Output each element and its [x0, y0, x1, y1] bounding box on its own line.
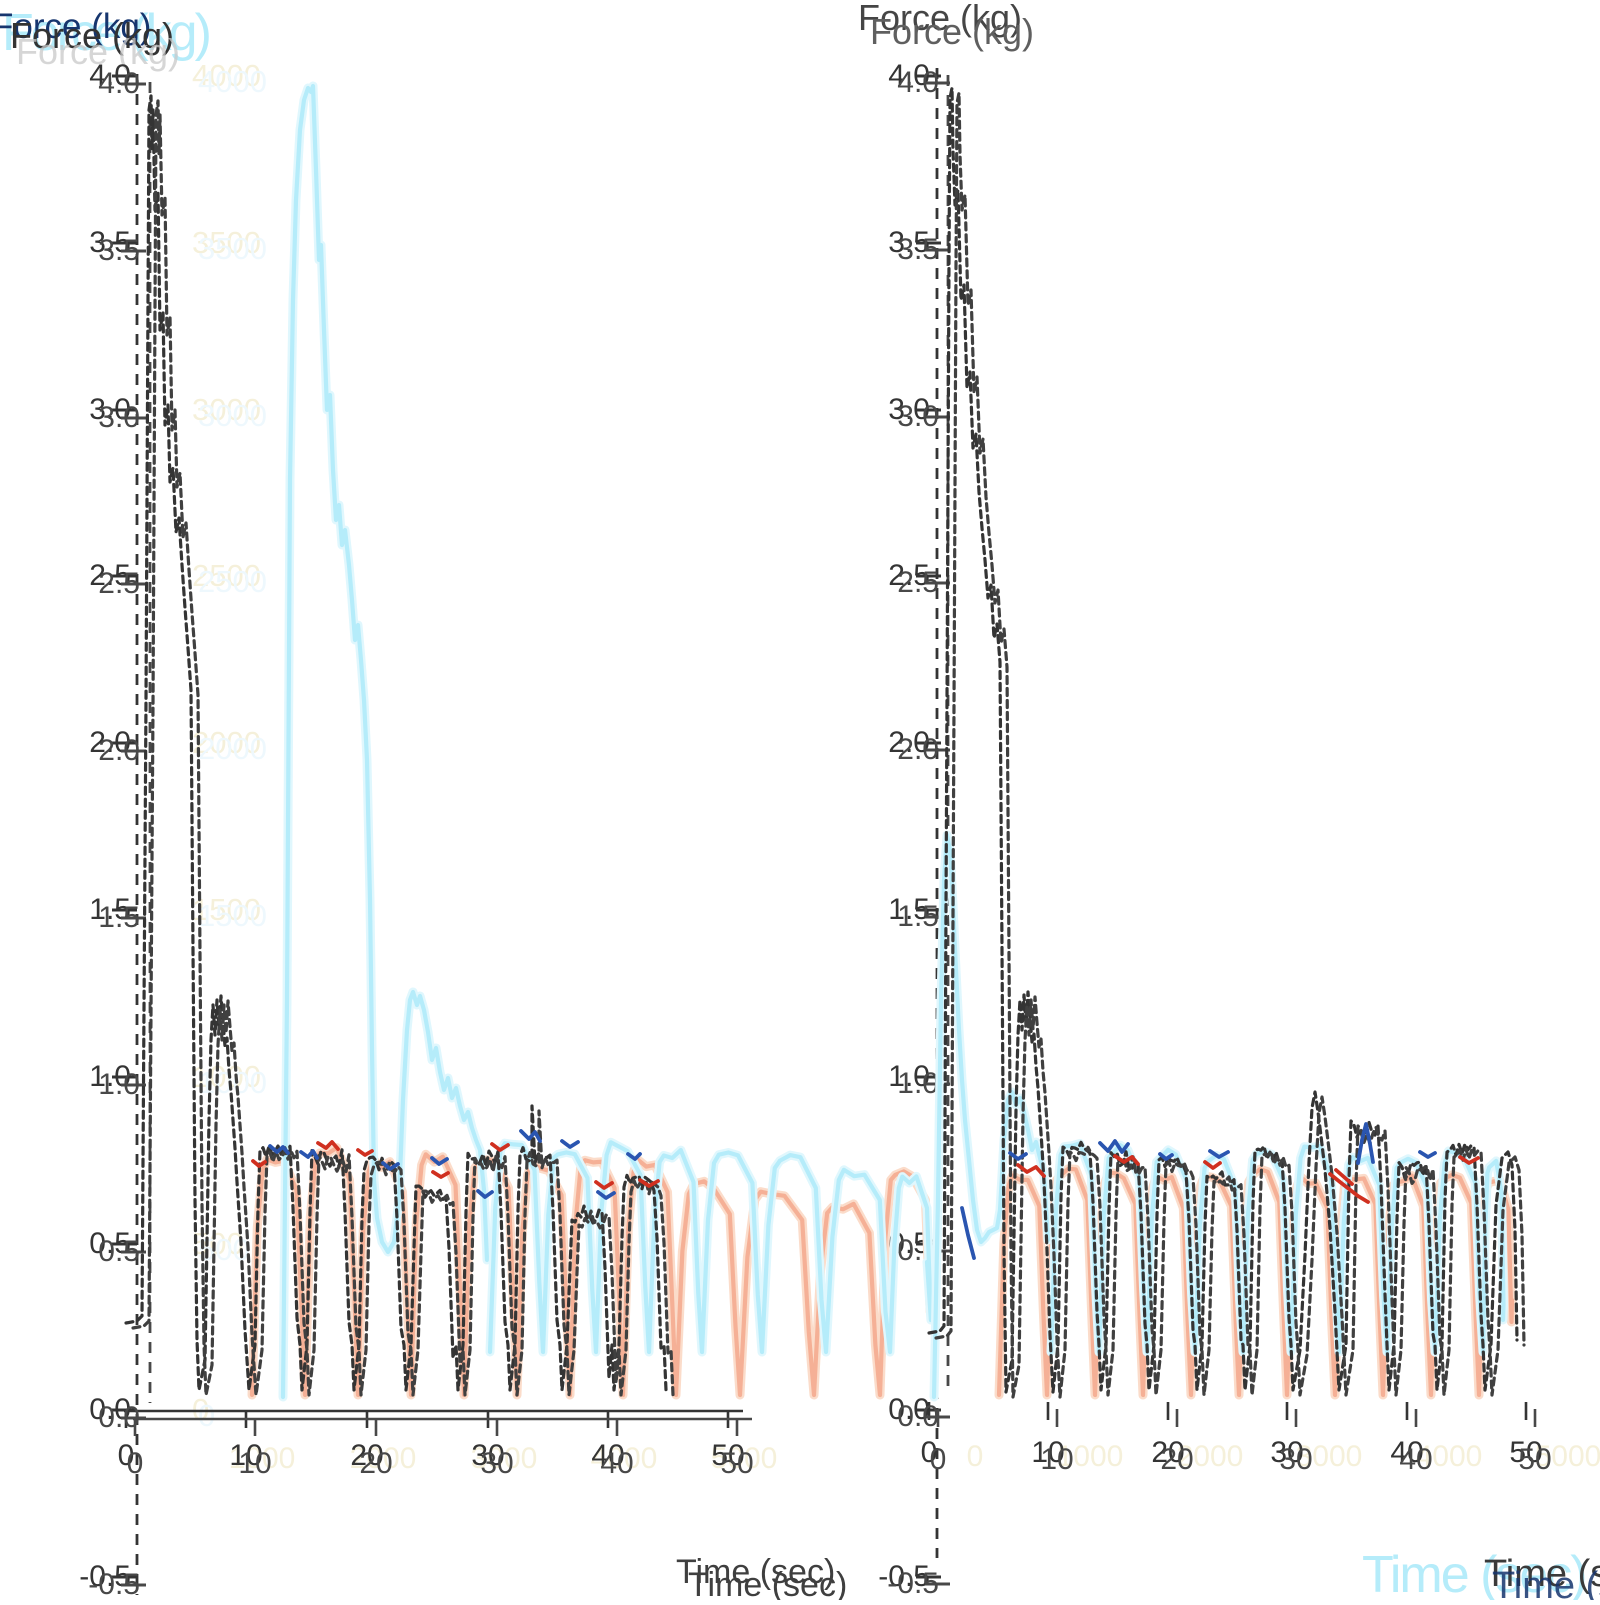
svg-text:1000: 1000	[229, 1442, 296, 1475]
svg-text:2000: 2000	[1177, 1440, 1244, 1473]
svg-text:3.0: 3.0	[89, 393, 131, 426]
svg-text:1.5: 1.5	[888, 893, 930, 926]
svg-text:4.0: 4.0	[888, 59, 930, 92]
svg-text:Force (kg): Force (kg)	[16, 31, 180, 72]
svg-text:3000: 3000	[471, 1442, 538, 1475]
svg-text:0: 0	[967, 1440, 984, 1473]
svg-text:0.5: 0.5	[98, 1235, 140, 1268]
svg-text:3.5: 3.5	[89, 226, 131, 259]
svg-text:2.0: 2.0	[888, 726, 930, 759]
svg-text:10: 10	[1031, 1436, 1064, 1469]
svg-text:20: 20	[359, 1447, 392, 1480]
svg-text:10: 10	[1040, 1443, 1073, 1476]
svg-text:5000: 5000	[711, 1442, 778, 1475]
svg-text:2.5: 2.5	[89, 559, 131, 592]
svg-text:1000: 1000	[1057, 1440, 1124, 1473]
svg-text:2500: 2500	[192, 558, 261, 593]
svg-text:-0.5: -0.5	[878, 1560, 930, 1593]
svg-text:20: 20	[1160, 1443, 1193, 1476]
svg-text:500: 500	[192, 1226, 244, 1261]
svg-text:3.0: 3.0	[888, 393, 930, 426]
svg-text:40: 40	[1390, 1436, 1423, 1469]
svg-text:0: 0	[127, 1447, 144, 1480]
svg-text:50: 50	[1509, 1436, 1542, 1469]
svg-text:1500: 1500	[198, 898, 267, 933]
svg-text:50: 50	[711, 1439, 744, 1472]
svg-text:2.0: 2.0	[98, 734, 140, 767]
svg-text:2500: 2500	[198, 564, 267, 599]
svg-text:5000: 5000	[1535, 1440, 1600, 1473]
svg-text:2.0: 2.0	[897, 733, 939, 766]
svg-text:1.0: 1.0	[888, 1060, 930, 1093]
svg-text:1.0: 1.0	[89, 1060, 131, 1093]
svg-text:3000: 3000	[192, 392, 261, 427]
svg-text:40: 40	[1399, 1443, 1432, 1476]
svg-text:20: 20	[350, 1439, 383, 1472]
svg-text:2000: 2000	[350, 1442, 417, 1475]
svg-text:30: 30	[1279, 1443, 1312, 1476]
svg-text:Time (sec): Time (sec)	[688, 1566, 847, 1600]
svg-text:-0.5: -0.5	[887, 1567, 939, 1600]
svg-text:3500: 3500	[198, 231, 267, 266]
svg-text:30: 30	[1270, 1436, 1303, 1469]
svg-text:3500: 3500	[192, 225, 261, 260]
svg-text:0: 0	[118, 1439, 135, 1472]
svg-text:4000: 4000	[1416, 1440, 1483, 1473]
svg-text:Time (sec): Time (sec)	[676, 1553, 835, 1591]
svg-text:10: 10	[229, 1439, 262, 1472]
svg-text:4.0: 4.0	[89, 59, 131, 92]
svg-text:0: 0	[930, 1443, 947, 1476]
svg-text:2.5: 2.5	[897, 566, 939, 599]
svg-text:10: 10	[238, 1447, 271, 1480]
svg-text:0: 0	[198, 1398, 215, 1433]
svg-text:30: 30	[471, 1439, 504, 1472]
svg-text:Time (sec): Time (sec)	[1492, 1565, 1600, 1600]
svg-text:3000: 3000	[1296, 1440, 1363, 1473]
svg-text:Force (kg): Force (kg)	[0, 7, 151, 46]
svg-text:0.0: 0.0	[98, 1401, 140, 1434]
svg-text:-0.5: -0.5	[79, 1560, 131, 1593]
svg-text:4.0: 4.0	[897, 66, 939, 99]
svg-text:1000: 1000	[192, 1059, 261, 1094]
svg-text:30: 30	[480, 1447, 513, 1480]
svg-text:3000: 3000	[198, 398, 267, 433]
svg-text:2.5: 2.5	[98, 567, 140, 600]
svg-text:1.5: 1.5	[98, 901, 140, 934]
svg-text:0.0: 0.0	[888, 1393, 930, 1426]
svg-text:1.0: 1.0	[98, 1068, 140, 1101]
svg-text:0.0: 0.0	[897, 1400, 939, 1433]
svg-text:40: 40	[600, 1447, 633, 1480]
svg-text:3.5: 3.5	[98, 234, 140, 267]
svg-text:1.0: 1.0	[897, 1067, 939, 1100]
svg-text:2000: 2000	[192, 725, 261, 760]
svg-text:40: 40	[591, 1439, 624, 1472]
svg-text:3.0: 3.0	[98, 401, 140, 434]
svg-text:0.5: 0.5	[89, 1227, 131, 1260]
svg-text:2000: 2000	[198, 731, 267, 766]
svg-text:Force (kg): Force (kg)	[870, 11, 1034, 52]
svg-text:0: 0	[921, 1436, 938, 1469]
svg-text:4000: 4000	[198, 64, 267, 99]
svg-text:1.5: 1.5	[897, 900, 939, 933]
svg-text:3.5: 3.5	[897, 233, 939, 266]
svg-text:Time (sec): Time (sec)	[1484, 1553, 1600, 1595]
svg-text:3.5: 3.5	[888, 226, 930, 259]
svg-text:4.0: 4.0	[98, 67, 140, 100]
svg-text:4000: 4000	[591, 1442, 658, 1475]
svg-text:-0.5: -0.5	[88, 1568, 140, 1600]
svg-text:0.0: 0.0	[89, 1393, 131, 1426]
svg-text:Time (sec): Time (sec)	[1362, 1546, 1586, 1600]
svg-text:50: 50	[720, 1447, 753, 1480]
svg-text:50: 50	[1518, 1443, 1551, 1476]
svg-text:2.5: 2.5	[888, 559, 930, 592]
svg-text:3.0: 3.0	[897, 400, 939, 433]
svg-text:2.0: 2.0	[89, 726, 131, 759]
svg-text:Force (kg): Force (kg)	[10, 15, 174, 56]
svg-text:Force (kg): Force (kg)	[858, 0, 1022, 38]
svg-text:1500: 1500	[192, 892, 261, 927]
svg-text:Force (kg): Force (kg)	[2, 4, 210, 62]
svg-text:1.5: 1.5	[89, 893, 131, 926]
svg-text:20: 20	[1151, 1436, 1184, 1469]
svg-text:4000: 4000	[192, 58, 261, 93]
